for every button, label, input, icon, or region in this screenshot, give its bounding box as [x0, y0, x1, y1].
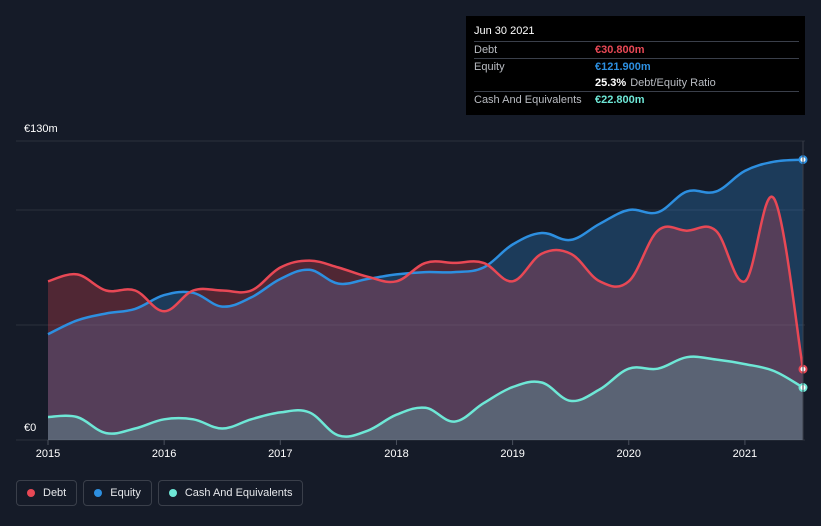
chart-grid: [16, 140, 805, 441]
tooltip-cash-value: €22.800m: [595, 94, 645, 106]
x-tick-2017: 2017: [268, 448, 292, 460]
tooltip-debt-value: €30.800m: [595, 44, 645, 56]
legend-debt-label: Debt: [43, 487, 67, 499]
x-tick-2019: 2019: [500, 448, 524, 460]
x-axis: 2015 2016 2017 2018 2019 2020 2021: [36, 440, 757, 460]
legend-item-cash[interactable]: Cash And Equivalents: [157, 480, 304, 506]
tooltip-equity-value: €121.900m: [595, 61, 651, 73]
x-tick-2021: 2021: [733, 448, 757, 460]
chart-areas: [48, 159, 803, 440]
chart-tooltip: Jun 30 2021 Debt €30.800m Equity €121.90…: [466, 16, 805, 115]
debt-line: [47, 195, 805, 370]
tooltip-debt-label: Debt: [474, 44, 498, 56]
cash-and-equivalents-line: [47, 355, 804, 438]
tooltip-ratio-row: 25.3% Debt/Equity Ratio: [474, 75, 799, 91]
tooltip-date: Jun 30 2021: [474, 25, 535, 37]
tooltip-ratio-value: 25.3%: [595, 77, 627, 89]
y-tick-top: €130m: [24, 123, 58, 135]
cash-dot-icon: [168, 489, 177, 497]
tooltip-equity-label: Equity: [474, 61, 505, 73]
legend-item-equity[interactable]: Equity: [83, 480, 152, 506]
y-tick-zero: €0: [24, 422, 37, 434]
tooltip-cash-label: Cash And Equivalents: [474, 94, 582, 106]
x-tick-2016: 2016: [152, 448, 176, 460]
tooltip-cash-row: Cash And Equivalents €22.800m: [474, 91, 799, 108]
tooltip-equity-row: Equity €121.900m: [474, 58, 799, 75]
x-tick-2020: 2020: [617, 448, 641, 460]
legend-equity-label: Equity: [110, 487, 141, 499]
tooltip-ratio-label: Debt/Equity Ratio: [630, 77, 716, 89]
equity-area: [48, 159, 803, 440]
x-tick-2015: 2015: [36, 448, 60, 460]
end-markers: [798, 141, 808, 440]
cash-and-equivalents-area: [48, 356, 803, 440]
legend-item-debt[interactable]: Debt: [16, 480, 78, 506]
x-tick-2018: 2018: [384, 448, 408, 460]
chart-legend: Debt Equity Cash And Equivalents: [16, 480, 304, 506]
equity-dot-icon: [94, 489, 103, 497]
debt-dot-icon: [27, 489, 35, 497]
chart-lines: [47, 158, 805, 438]
equity-line: [47, 158, 804, 336]
legend-cash-label: Cash And Equivalents: [184, 487, 293, 499]
tooltip-debt-row: Debt €30.800m: [474, 41, 799, 58]
